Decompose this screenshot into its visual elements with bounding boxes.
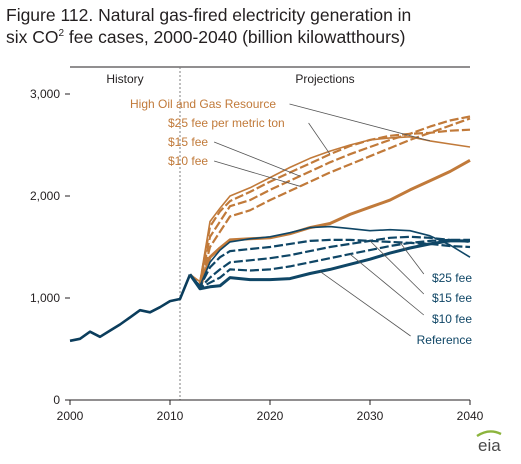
orange-series-line-4 [189, 136, 471, 283]
x-tick-label: 2030 [357, 409, 384, 423]
title-superscript: 2 [58, 28, 65, 40]
blue-series-line-7 [189, 235, 471, 289]
label-leader-line [289, 103, 431, 142]
blue-series-line-5 [188, 239, 470, 291]
series-label: $15 fee [168, 135, 208, 149]
series-label: $25 fee per metric ton [168, 116, 285, 130]
y-tick-label: 2,000 [30, 189, 60, 203]
series-label: $25 fee [432, 271, 472, 285]
y-tick-label: 3,000 [30, 87, 60, 101]
orange-series-line-2 [189, 115, 471, 286]
chart-title: Figure 112. Natural gas-fired electricit… [6, 4, 506, 48]
x-tick-label: 2040 [457, 409, 484, 423]
history-label: History [106, 72, 143, 86]
eia-logo: eia [476, 430, 502, 454]
label-leader-line [213, 160, 301, 187]
label-leader-line [349, 253, 425, 316]
chart-title-line-1: Figure 112. Natural gas-fired electricit… [6, 5, 412, 25]
label-leader-line [308, 122, 331, 155]
y-tick-label: 1,000 [30, 291, 60, 305]
label-leader-line [399, 242, 425, 275]
projections-label: Projections [295, 72, 354, 86]
series-label: $10 fee [432, 312, 472, 326]
blue-series-line-6 [189, 238, 470, 289]
title-text-post: fee cases, 2000-2040 (billion kilowattho… [64, 27, 406, 47]
label-leader-line [369, 240, 425, 295]
orange-series-line-3 [189, 128, 471, 284]
y-tick-label: 0 [53, 393, 60, 407]
orange-series-line-1 [189, 117, 471, 287]
history-series-line [69, 274, 192, 343]
label-leader-line [319, 271, 411, 337]
blue-series-line-8 [189, 238, 471, 288]
x-tick-label: 2020 [257, 409, 284, 423]
series-label: $10 fee [168, 154, 208, 168]
label-leader-line [213, 141, 301, 177]
series-label: $15 fee [432, 291, 472, 305]
x-tick-label: 2000 [57, 409, 84, 423]
series-label: High Oil and Gas Resource [130, 97, 276, 111]
blue-series-line-9 [189, 225, 471, 287]
series-label: Reference [417, 333, 473, 347]
title-text-pre: six CO [6, 27, 59, 47]
eia-logo-text: eia [478, 436, 501, 454]
x-tick-label: 2010 [157, 409, 184, 423]
chart-title-line-2: six CO2 fee cases, 2000-2040 (billion ki… [6, 26, 506, 48]
